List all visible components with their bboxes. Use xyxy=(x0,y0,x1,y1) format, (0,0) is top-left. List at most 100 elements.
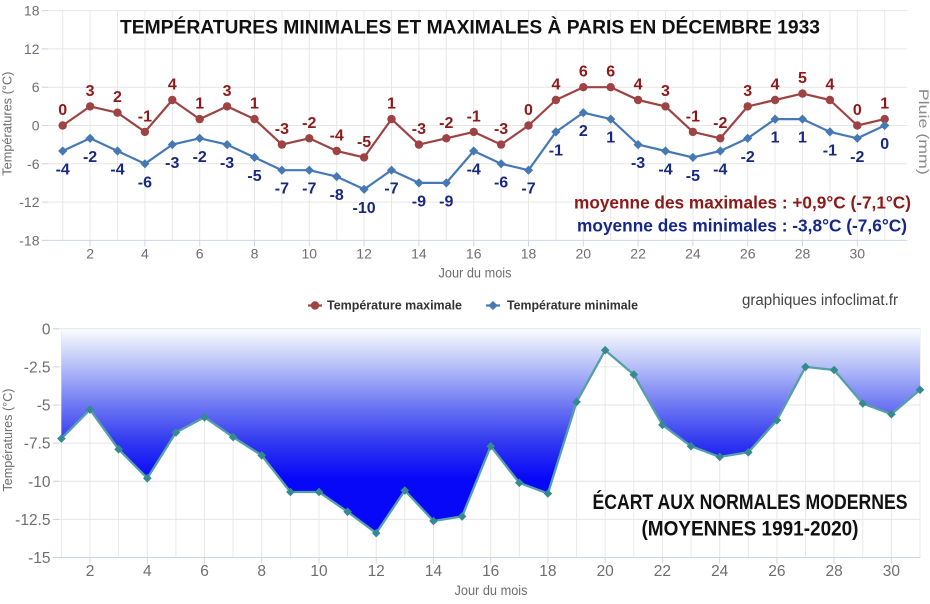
svg-text:-3: -3 xyxy=(631,155,645,172)
svg-text:1: 1 xyxy=(798,130,807,147)
svg-text:-2: -2 xyxy=(713,115,727,132)
svg-text:-5: -5 xyxy=(686,168,700,185)
svg-text:4: 4 xyxy=(771,77,780,94)
svg-text:-4: -4 xyxy=(56,162,70,179)
svg-text:0: 0 xyxy=(880,136,889,153)
svg-text:Températures (°C): Températures (°C) xyxy=(0,389,15,492)
svg-text:22: 22 xyxy=(630,246,646,262)
svg-text:-6: -6 xyxy=(27,156,40,172)
svg-text:5: 5 xyxy=(798,70,807,87)
svg-text:12: 12 xyxy=(368,563,385,580)
svg-text:18: 18 xyxy=(24,3,40,19)
svg-text:-4: -4 xyxy=(658,162,672,179)
svg-text:-12: -12 xyxy=(19,194,39,210)
svg-text:24: 24 xyxy=(685,246,701,262)
svg-text:6: 6 xyxy=(606,64,615,81)
svg-text:-9: -9 xyxy=(412,193,426,210)
svg-text:-2: -2 xyxy=(193,149,207,166)
svg-text:1: 1 xyxy=(880,96,889,113)
svg-text:moyenne des maximales : +0,9°C: moyenne des maximales : +0,9°C (-7,1°C) xyxy=(574,193,911,213)
svg-text:(MOYENNES 1991-2020): (MOYENNES 1991-2020) xyxy=(642,518,859,541)
svg-text:Températures (°C): Températures (°C) xyxy=(0,72,15,176)
svg-text:-6: -6 xyxy=(138,174,152,191)
svg-text:-18: -18 xyxy=(19,232,39,248)
svg-text:-1: -1 xyxy=(138,108,152,125)
svg-text:-7.5: -7.5 xyxy=(24,436,51,453)
svg-text:28: 28 xyxy=(825,563,842,580)
svg-text:18: 18 xyxy=(539,563,556,580)
svg-text:28: 28 xyxy=(795,246,811,262)
svg-text:0: 0 xyxy=(58,102,67,119)
svg-text:-7: -7 xyxy=(302,181,316,198)
svg-text:moyenne des minimales : -3,8°C: moyenne des minimales : -3,8°C (-7,6°C) xyxy=(577,216,907,236)
svg-text:-3: -3 xyxy=(275,121,289,138)
svg-text:20: 20 xyxy=(576,246,592,262)
svg-text:-3: -3 xyxy=(165,155,179,172)
svg-text:-7: -7 xyxy=(384,181,398,198)
svg-text:Jour du mois: Jour du mois xyxy=(439,266,512,281)
svg-text:2: 2 xyxy=(113,89,122,106)
svg-text:1: 1 xyxy=(771,130,780,147)
svg-text:-2.5: -2.5 xyxy=(24,359,51,376)
svg-text:3: 3 xyxy=(223,83,232,100)
svg-text:1: 1 xyxy=(606,130,615,147)
svg-text:26: 26 xyxy=(740,246,756,262)
svg-text:6: 6 xyxy=(32,79,40,95)
svg-text:-1: -1 xyxy=(467,108,481,125)
svg-text:TEMPÉRATURES MINIMALES ET MAXI: TEMPÉRATURES MINIMALES ET MAXIMALES À PA… xyxy=(120,16,820,39)
svg-text:1: 1 xyxy=(250,96,259,113)
svg-text:-2: -2 xyxy=(83,149,97,166)
svg-text:22: 22 xyxy=(654,563,671,580)
svg-text:-4: -4 xyxy=(110,162,124,179)
svg-text:2: 2 xyxy=(86,246,94,262)
svg-text:3: 3 xyxy=(86,83,95,100)
svg-text:1: 1 xyxy=(387,96,396,113)
svg-text:6: 6 xyxy=(196,246,204,262)
svg-text:-12.5: -12.5 xyxy=(15,512,50,529)
svg-text:4: 4 xyxy=(141,246,149,262)
svg-text:-4: -4 xyxy=(713,162,727,179)
svg-text:4: 4 xyxy=(634,77,643,94)
svg-text:14: 14 xyxy=(425,563,443,580)
svg-text:0: 0 xyxy=(32,118,40,134)
svg-text:0: 0 xyxy=(853,102,862,119)
svg-text:ÉCART AUX NORMALES MODERNES: ÉCART AUX NORMALES MODERNES xyxy=(593,491,908,514)
svg-text:6: 6 xyxy=(200,563,209,580)
svg-text:3: 3 xyxy=(743,83,752,100)
svg-text:-3: -3 xyxy=(412,121,426,138)
svg-text:Température minimale: Température minimale xyxy=(507,298,638,313)
svg-text:12: 12 xyxy=(356,246,372,262)
svg-text:-2: -2 xyxy=(850,149,864,166)
svg-text:2: 2 xyxy=(579,123,588,140)
svg-text:Jour du mois: Jour du mois xyxy=(455,583,528,598)
svg-text:-5: -5 xyxy=(37,398,51,415)
svg-text:-2: -2 xyxy=(302,115,316,132)
svg-text:0: 0 xyxy=(42,321,51,338)
svg-text:4: 4 xyxy=(551,77,560,94)
svg-text:-6: -6 xyxy=(494,174,508,191)
svg-text:-2: -2 xyxy=(439,115,453,132)
svg-text:-15: -15 xyxy=(28,550,50,567)
svg-text:-10: -10 xyxy=(353,200,376,217)
svg-text:10: 10 xyxy=(302,246,318,262)
svg-text:4: 4 xyxy=(825,77,834,94)
svg-text:12: 12 xyxy=(24,41,40,57)
svg-text:-4: -4 xyxy=(467,162,481,179)
svg-text:6: 6 xyxy=(579,64,588,81)
svg-text:4: 4 xyxy=(168,77,177,94)
svg-text:graphiques infoclimat.fr: graphiques infoclimat.fr xyxy=(742,292,898,309)
svg-text:Pluie (mm): Pluie (mm) xyxy=(916,89,930,175)
svg-text:-7: -7 xyxy=(275,181,289,198)
svg-text:-1: -1 xyxy=(823,142,837,159)
svg-text:-10: -10 xyxy=(28,474,51,491)
svg-text:-2: -2 xyxy=(741,149,755,166)
svg-text:18: 18 xyxy=(521,246,537,262)
svg-text:-1: -1 xyxy=(549,142,563,159)
svg-text:0: 0 xyxy=(524,102,533,119)
svg-text:-3: -3 xyxy=(220,155,234,172)
svg-text:20: 20 xyxy=(597,563,615,580)
svg-text:4: 4 xyxy=(143,563,152,580)
svg-text:-7: -7 xyxy=(521,181,535,198)
svg-text:16: 16 xyxy=(482,563,499,580)
svg-text:8: 8 xyxy=(257,563,266,580)
